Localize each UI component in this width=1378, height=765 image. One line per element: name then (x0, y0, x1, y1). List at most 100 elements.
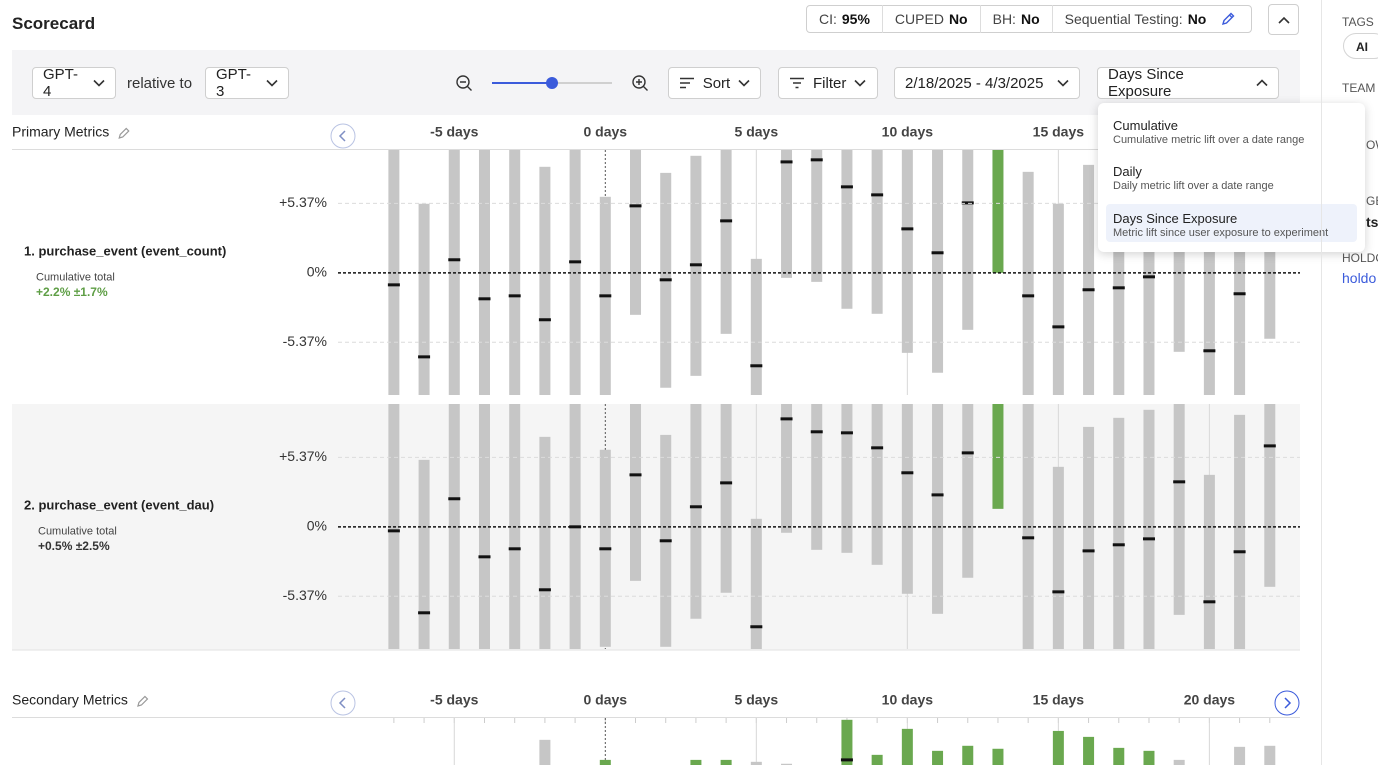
interval-bar (1052, 730, 1064, 765)
zoom-in[interactable] (631, 74, 649, 92)
zoom-slider[interactable] (486, 75, 618, 91)
interval-bar (901, 404, 913, 594)
point-estimate (418, 611, 431, 615)
interval-bar (781, 404, 793, 533)
x-tick-label: 0 days (584, 692, 628, 708)
view-select[interactable]: Days Since Exposure (1097, 66, 1279, 100)
interval-bar (1173, 188, 1185, 352)
interval-bar (1264, 188, 1276, 339)
point-estimate (1082, 288, 1095, 292)
point-estimate (780, 417, 793, 421)
point-estimate (1142, 275, 1155, 279)
interval-bar (932, 404, 944, 614)
x-tick-label: -5 days (430, 692, 478, 708)
point-estimate (1263, 444, 1276, 448)
interval-bar (962, 150, 974, 330)
x-tick-label: 10 days (882, 124, 934, 140)
point-estimate (629, 204, 642, 208)
option-title: Days Since Exposure (1113, 211, 1238, 226)
interval-bar (901, 728, 913, 765)
point-estimate (689, 263, 702, 267)
settings-summary[interactable]: CI: 95% CUPED No BH: No Sequential Testing:… (806, 5, 1252, 33)
y-tick-label: 0% (307, 518, 327, 534)
interval-bar (1113, 169, 1125, 395)
interval-bar (932, 750, 944, 765)
summary-value: +2.2% ±1.7% (36, 285, 108, 299)
interval-bar (1143, 409, 1155, 649)
point-estimate (871, 446, 884, 450)
interval-bar (1264, 745, 1276, 765)
interval-bar (720, 404, 732, 593)
interval-bar (750, 258, 762, 395)
holdout-link[interactable]: holdo (1342, 270, 1377, 286)
sort-button[interactable]: Sort (668, 67, 761, 99)
interval-bar (841, 150, 853, 309)
point-estimate (931, 493, 944, 497)
baseline-select[interactable]: GPT-3 (205, 66, 289, 100)
page-title: Scorecard (12, 14, 96, 33)
point-estimate (1203, 349, 1216, 353)
interval-bar (599, 759, 611, 765)
interval-bar (750, 761, 762, 765)
filter-button[interactable]: Filter (778, 67, 878, 99)
nav-prev[interactable] (330, 123, 356, 149)
interval-bar (690, 759, 702, 765)
interval-bar (418, 203, 430, 395)
view-dropdown: Cumulative Cumulative metric lift over a … (1098, 103, 1365, 252)
point-estimate (750, 625, 763, 629)
x-tick-label: -5 days (430, 124, 478, 140)
setting-value: No (1020, 11, 1040, 27)
point-estimate (840, 758, 853, 762)
point-estimate (538, 318, 551, 322)
metric-name: 2. purchase_event (event_dau) (24, 497, 214, 512)
dropdown-option[interactable]: Daily Daily metric lift over a date range (1106, 157, 1357, 195)
edit-icon[interactable] (1220, 11, 1236, 27)
interval-bar (418, 459, 430, 649)
summary-label: Cumulative total (36, 272, 115, 284)
interval-bar (630, 150, 642, 315)
point-estimate (961, 201, 974, 205)
interval-bar (1173, 759, 1185, 765)
tag-pill[interactable]: AI (1343, 33, 1378, 59)
interval-bar (992, 404, 1004, 509)
edit-icon (118, 127, 130, 139)
metric-name: 1. purchase_event (event_count) (24, 243, 226, 258)
point-estimate (418, 355, 431, 359)
x-tick-label: 20 days (1184, 692, 1236, 708)
interval-bar (811, 404, 823, 550)
dropdown-option[interactable]: Cumulative Cumulative metric lift over a … (1106, 111, 1357, 149)
interval-bar (841, 404, 853, 553)
interval-bar (539, 436, 551, 649)
interval-bar (1234, 175, 1246, 395)
point-estimate (1052, 325, 1065, 329)
filter-label: Filter (813, 74, 847, 92)
interval-bar (1022, 171, 1034, 395)
point-estimate (1233, 550, 1246, 554)
point-estimate (508, 547, 521, 551)
point-estimate (780, 160, 793, 164)
interval-bar (720, 150, 732, 334)
option-description: Daily metric lift over a date range (1113, 180, 1274, 192)
sidebar-label: TAGS (1342, 15, 1374, 29)
point-estimate (810, 430, 823, 434)
interval-bar (539, 739, 551, 765)
option-title: Daily (1113, 164, 1142, 179)
point-estimate (1233, 292, 1246, 296)
interval-bar (811, 150, 823, 282)
sidebar-divider (1321, 0, 1322, 765)
point-estimate (448, 497, 461, 501)
nav-prev[interactable] (330, 690, 356, 716)
dropdown-option[interactable]: Days Since Exposure Metric lift since use… (1106, 204, 1357, 242)
collapse-button[interactable] (1268, 4, 1299, 35)
date-range-select[interactable]: 2/18/2025 - 4/3/2025 (894, 67, 1080, 99)
interval-bar (992, 150, 1004, 273)
point-estimate (1022, 536, 1035, 540)
nav-next[interactable] (1274, 690, 1300, 716)
zoom-out[interactable] (455, 74, 473, 92)
interval-bar (720, 759, 732, 765)
variant-select[interactable]: GPT-4 (32, 66, 116, 100)
point-estimate (569, 260, 582, 264)
sidebar-value: tsi (1366, 214, 1378, 230)
point-estimate (840, 431, 853, 435)
